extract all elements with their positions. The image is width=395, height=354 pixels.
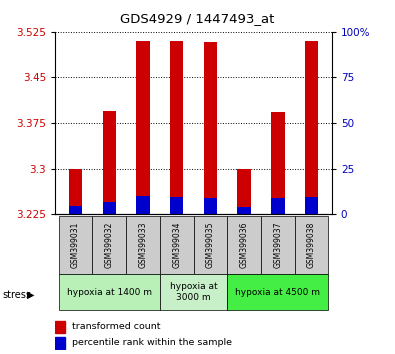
Text: GSM399037: GSM399037 bbox=[273, 222, 282, 268]
Bar bbox=[295, 216, 328, 274]
Text: hypoxia at 4500 m: hypoxia at 4500 m bbox=[235, 287, 320, 297]
Text: ▶: ▶ bbox=[27, 290, 34, 299]
Text: GSM399032: GSM399032 bbox=[105, 222, 114, 268]
Bar bbox=[261, 216, 295, 274]
Text: hypoxia at 1400 m: hypoxia at 1400 m bbox=[67, 287, 152, 297]
Bar bbox=[237, 169, 251, 214]
Bar bbox=[194, 216, 227, 274]
Bar bbox=[92, 216, 126, 274]
Text: GSM399031: GSM399031 bbox=[71, 222, 80, 268]
Text: percentile rank within the sample: percentile rank within the sample bbox=[72, 338, 232, 347]
Bar bbox=[69, 206, 82, 214]
Bar bbox=[126, 216, 160, 274]
Text: GSM399034: GSM399034 bbox=[172, 222, 181, 268]
Bar bbox=[237, 207, 251, 214]
Bar bbox=[271, 112, 284, 214]
Bar bbox=[55, 321, 65, 333]
Bar bbox=[204, 42, 217, 214]
Bar bbox=[305, 41, 318, 214]
Bar bbox=[136, 196, 150, 214]
Bar bbox=[103, 202, 116, 214]
Text: transformed count: transformed count bbox=[72, 322, 160, 331]
Bar bbox=[204, 198, 217, 214]
Text: GSM399033: GSM399033 bbox=[139, 222, 147, 268]
Bar bbox=[170, 197, 183, 214]
Bar bbox=[227, 216, 261, 274]
Text: GSM399035: GSM399035 bbox=[206, 222, 215, 268]
Bar bbox=[305, 197, 318, 214]
Text: stress: stress bbox=[2, 290, 31, 299]
Bar bbox=[160, 274, 227, 310]
Bar bbox=[59, 274, 160, 310]
Bar bbox=[271, 198, 284, 214]
Bar bbox=[170, 41, 183, 214]
Bar bbox=[55, 337, 65, 349]
Text: GSM399038: GSM399038 bbox=[307, 222, 316, 268]
Bar bbox=[136, 41, 150, 214]
Bar bbox=[227, 274, 328, 310]
Text: hypoxia at
3000 m: hypoxia at 3000 m bbox=[170, 282, 217, 302]
Bar bbox=[69, 169, 82, 214]
Text: GDS4929 / 1447493_at: GDS4929 / 1447493_at bbox=[120, 12, 275, 25]
Bar bbox=[160, 216, 194, 274]
Bar bbox=[103, 111, 116, 214]
Text: GSM399036: GSM399036 bbox=[240, 222, 248, 268]
Bar bbox=[59, 216, 92, 274]
